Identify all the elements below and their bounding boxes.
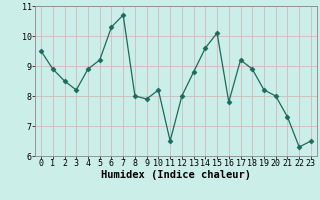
X-axis label: Humidex (Indice chaleur): Humidex (Indice chaleur) xyxy=(101,170,251,180)
